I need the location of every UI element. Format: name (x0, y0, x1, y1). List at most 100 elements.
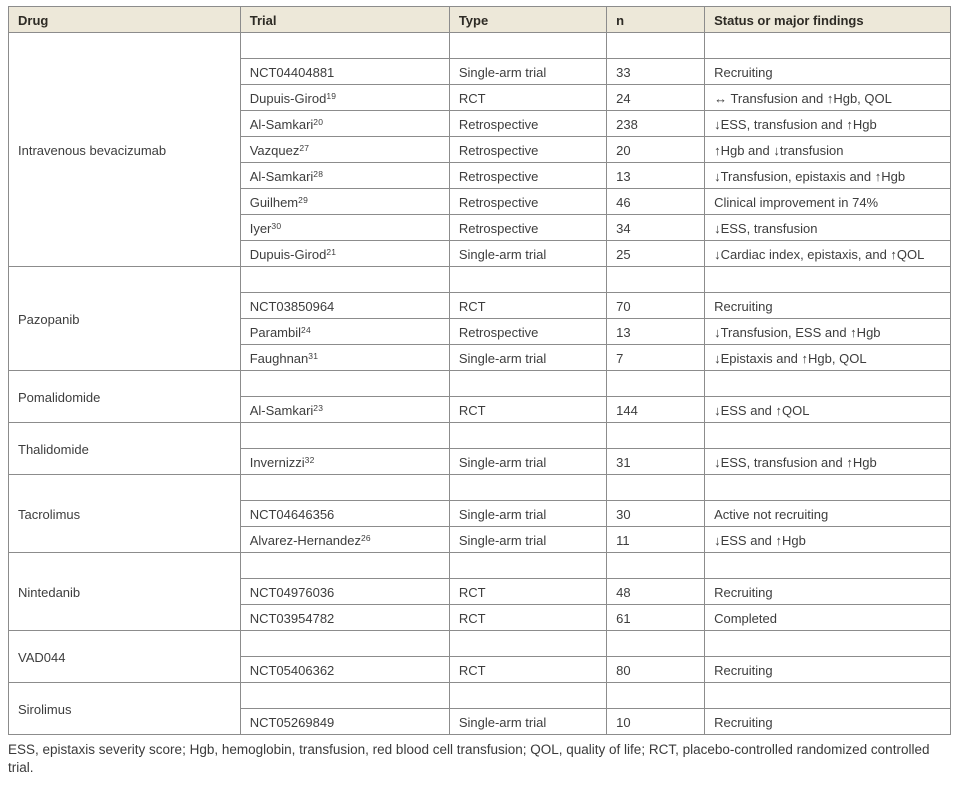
citation-superscript: 21 (326, 246, 337, 257)
empty-status-cell (704, 552, 951, 579)
type-cell: RCT (448, 84, 608, 111)
empty-trial-cell (239, 682, 450, 709)
trial-row: Invernizzi32 Single-arm trial 31 ↓ESS, tran… (9, 448, 951, 475)
n-cell: 70 (606, 292, 706, 319)
trial-row: Al-Samkari28 Retrospective 13 ↓Transfusion,… (9, 162, 951, 189)
type-cell: Single-arm trial (448, 500, 608, 527)
drug-name-cell: VAD044 (8, 630, 241, 683)
n-cell: 46 (606, 188, 706, 215)
citation-superscript: 24 (301, 324, 311, 335)
n-cell: 80 (606, 656, 706, 683)
type-cell: RCT (448, 292, 608, 319)
status-cell: Clinical improvement in 74% (704, 188, 951, 215)
trial-cell: Faughnan31 (239, 344, 450, 371)
trial-cell: Dupuis-Girod21 (239, 240, 450, 267)
citation-superscript: 30 (271, 220, 282, 231)
n-cell: 61 (606, 604, 706, 631)
empty-n-cell (606, 682, 706, 709)
trial-row: Dupuis-Girod19 RCT 24 ↔ Transfusion and ↑Hg… (9, 84, 951, 111)
drug-name-cell: Sirolimus (8, 682, 241, 735)
type-cell: Retrospective (448, 136, 608, 163)
trial-row: NCT04646356 Single-arm trial 30 Active not … (9, 500, 951, 527)
column-header-n: n (606, 6, 706, 33)
citation-superscript: 28 (313, 168, 324, 179)
trial-row: Parambil24 Retrospective 13 ↓Transfusion, E… (9, 318, 951, 345)
citation-superscript: 32 (304, 454, 315, 465)
empty-trial-cell (239, 370, 450, 397)
trial-cell: Dupuis-Girod19 (239, 84, 450, 111)
status-cell: Recruiting (704, 58, 951, 85)
drug-group-row: VAD044 (8, 630, 951, 683)
empty-trial-cell (239, 474, 450, 501)
empty-type-cell (448, 422, 608, 449)
empty-trial-cell (239, 32, 450, 59)
drug-group-row: Nintedanib (8, 552, 951, 631)
trial-cell: NCT05406362 (239, 656, 450, 683)
empty-type-cell (448, 552, 608, 579)
table-footnote: ESS, epistaxis severity score; Hgb, hemo… (8, 742, 930, 775)
status-cell: ↓Cardiac index, epistaxis, and ↑QOL (704, 240, 951, 267)
empty-type-cell (448, 630, 608, 657)
type-cell: Retrospective (448, 214, 608, 241)
column-header-drug: Drug (8, 6, 241, 33)
drug-group-row: Sirolimus (8, 682, 951, 735)
type-cell: Single-arm trial (448, 526, 608, 553)
n-cell: 238 (606, 110, 706, 137)
drug-group-row: Intravenous bevacizumab (8, 32, 951, 267)
empty-status-cell (704, 422, 951, 449)
type-cell: RCT (448, 396, 608, 423)
trial-cell: NCT04646356 (239, 500, 450, 527)
drug-group-row: Thalidomide (8, 422, 951, 475)
column-header-status: Status or major findings (704, 6, 951, 33)
status-cell: Recruiting (704, 292, 951, 319)
n-cell: 48 (606, 578, 706, 605)
status-cell: ↓ESS and ↑QOL (704, 396, 951, 423)
type-cell: Single-arm trial (448, 58, 608, 85)
status-cell: Recruiting (704, 578, 951, 605)
table-body: Intravenous bevacizumab NCT04404881 Single… (8, 32, 951, 735)
trial-row: NCT05269849 Single-arm trial 10 Recruiting (9, 708, 951, 735)
empty-type-cell (448, 266, 608, 293)
status-cell: Active not recruiting (704, 500, 951, 527)
trial-row: Iyer30 Retrospective 34 ↓ESS, transfusion (9, 214, 951, 241)
trial-cell: Iyer30 (239, 214, 450, 241)
n-cell: 10 (606, 708, 706, 735)
empty-status-cell (704, 682, 951, 709)
drug-group-row: Tacrolimus (8, 474, 951, 553)
drug-name-cell: Thalidomide (8, 422, 241, 475)
trial-cell: NCT04404881 (239, 58, 450, 85)
empty-n-cell (606, 630, 706, 657)
trial-cell: Al-Samkari23 (239, 396, 450, 423)
citation-superscript: 26 (361, 532, 371, 543)
n-cell: 31 (606, 448, 706, 475)
empty-status-cell (704, 32, 951, 59)
trial-cell: NCT05269849 (239, 708, 450, 735)
header-row: Drug Trial Type n Status or major findin… (8, 6, 951, 33)
empty-n-cell (606, 422, 706, 449)
trial-row: Alvarez-Hernandez26 Single-arm trial 11 ↓ES… (9, 526, 951, 553)
empty-status-cell (704, 474, 951, 501)
drug-name-cell: Nintedanib (8, 552, 241, 631)
type-cell: Single-arm trial (448, 344, 608, 371)
empty-trial-cell (239, 552, 450, 579)
type-cell: Single-arm trial (448, 708, 608, 735)
trial-cell: NCT03850964 (239, 292, 450, 319)
column-header-type: Type (448, 6, 608, 33)
empty-n-cell (606, 552, 706, 579)
empty-n-cell (606, 32, 706, 59)
empty-type-cell (448, 32, 608, 59)
status-cell: Completed (704, 604, 951, 631)
citation-superscript: 29 (298, 194, 308, 205)
citation-superscript: 20 (313, 116, 324, 127)
drug-group-row: Pazopanib (8, 266, 951, 371)
citation-superscript: 19 (326, 90, 337, 101)
trial-cell: Al-Samkari28 (239, 162, 450, 189)
status-cell: ↓ESS and ↑Hgb (704, 526, 951, 553)
empty-status-cell (704, 370, 951, 397)
type-cell: Retrospective (448, 110, 608, 137)
empty-type-cell (448, 682, 608, 709)
status-cell: Recruiting (704, 708, 951, 735)
drug-trials-table: Drug Trial Type n Status or major findin… (8, 6, 951, 735)
n-cell: 7 (606, 344, 706, 371)
empty-n-cell (606, 370, 706, 397)
